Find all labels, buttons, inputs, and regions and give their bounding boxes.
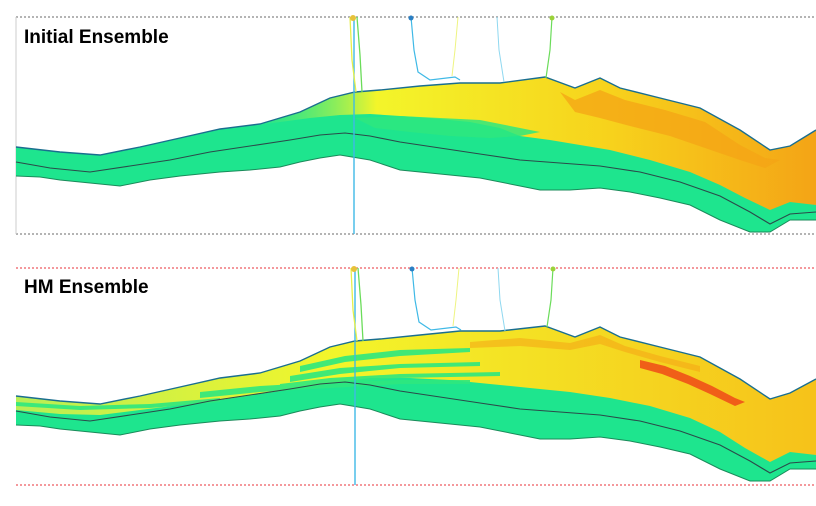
internal-horizon-line <box>15 132 816 225</box>
well-path-green <box>356 16 363 93</box>
well-path-faint-blue <box>496 16 505 83</box>
well-path-green-2 <box>546 267 554 328</box>
well-path-green-2 <box>545 16 553 79</box>
bottom-horizon-outline <box>15 403 816 482</box>
top-horizon-outline <box>15 325 816 405</box>
wellhead-marker <box>549 15 555 21</box>
high-value-core <box>560 90 780 168</box>
well-path-green <box>357 267 364 342</box>
well-path-yellow <box>349 16 357 93</box>
wellhead-marker <box>350 15 356 21</box>
well-path-blue <box>410 16 461 81</box>
internal-horizon-line <box>15 381 816 474</box>
high-value-band <box>470 335 700 372</box>
wellhead-marker <box>409 266 415 272</box>
wellhead-marker <box>550 266 556 272</box>
panel-title-hm: HM Ensemble <box>24 277 149 298</box>
well-path-faint-yellow <box>452 267 460 327</box>
wellhead-marker <box>408 15 414 21</box>
reservoir-body-yellow <box>230 77 816 210</box>
well-trajectories <box>349 15 555 234</box>
well-path-faint-yellow <box>451 16 459 77</box>
green-lobe <box>355 116 540 138</box>
well-path-faint-blue <box>497 267 506 332</box>
well-path-blue <box>411 267 462 331</box>
reservoir-body-yellow <box>16 326 816 462</box>
bottom-horizon-outline <box>15 154 816 233</box>
panel-initial-ensemble <box>15 15 816 235</box>
layer-stripes <box>16 348 500 410</box>
well-trajectories <box>350 266 556 485</box>
panel-title-initial: Initial Ensemble <box>24 27 169 48</box>
top-horizon-outline <box>15 76 816 156</box>
well-path-yellow <box>350 267 358 342</box>
high-value-streak <box>640 360 745 406</box>
panel-hm-ensemble <box>15 266 816 486</box>
wellhead-marker <box>351 266 357 272</box>
